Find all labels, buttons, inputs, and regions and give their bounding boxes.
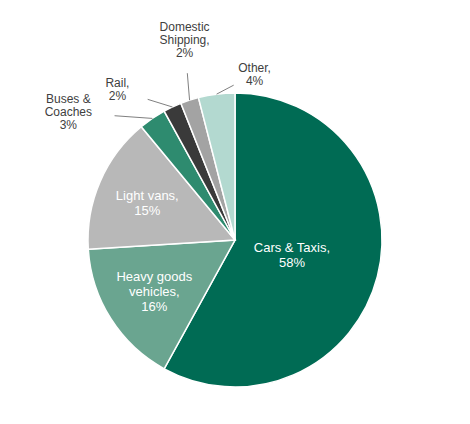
svg-text:DomesticShipping,2%: DomesticShipping,2% bbox=[160, 20, 210, 60]
svg-text:Cars & Taxis,58%: Cars & Taxis,58% bbox=[254, 240, 330, 270]
svg-text:Buses &Coaches3%: Buses &Coaches3% bbox=[45, 92, 92, 132]
svg-text:Other,4%: Other,4% bbox=[238, 61, 271, 88]
svg-text:Heavy goodsvehicles,16%: Heavy goodsvehicles,16% bbox=[116, 269, 192, 314]
svg-text:Light vans,15%: Light vans,15% bbox=[116, 187, 179, 217]
svg-text:Rail,2%: Rail,2% bbox=[105, 76, 129, 103]
